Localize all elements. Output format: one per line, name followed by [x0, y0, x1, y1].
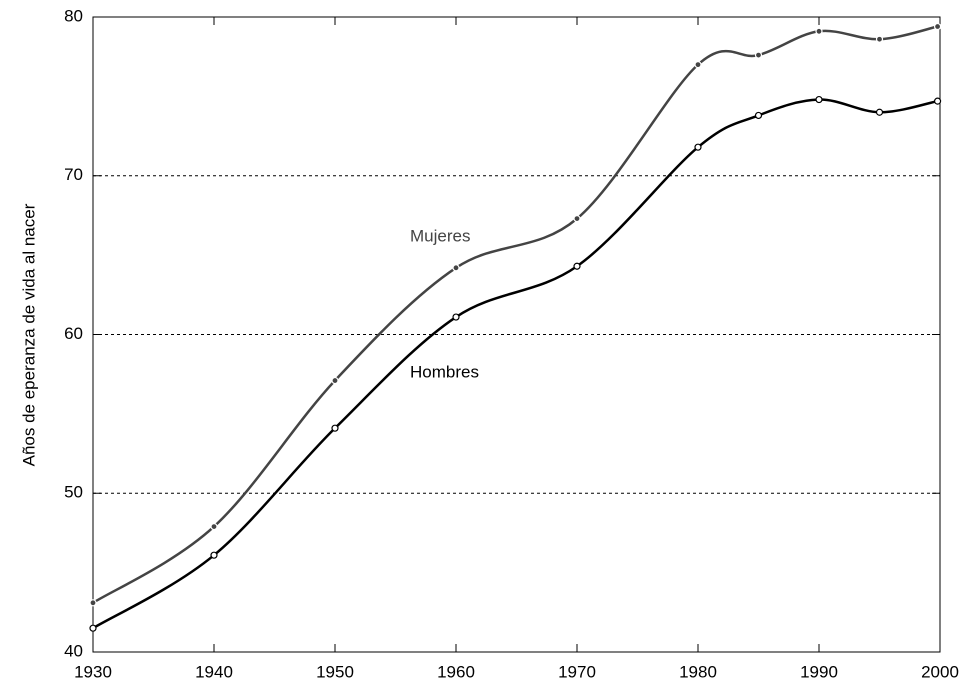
- y-tick-label: 80: [64, 6, 83, 25]
- x-tick-label: 1970: [558, 662, 596, 681]
- data-point: [452, 313, 460, 321]
- series-label: Hombres: [410, 362, 479, 381]
- data-point: [452, 264, 460, 272]
- data-point: [694, 143, 702, 151]
- data-point: [815, 95, 823, 104]
- y-tick-label: 50: [64, 483, 83, 502]
- y-tick-label: 70: [64, 165, 83, 184]
- data-point: [875, 35, 884, 43]
- x-tick-label: 1990: [800, 662, 838, 681]
- y-tick-label: 60: [64, 324, 83, 343]
- x-tick-label: 1950: [316, 662, 354, 681]
- data-point: [573, 215, 581, 223]
- data-point: [875, 108, 884, 116]
- series-label: Mujeres: [410, 226, 470, 245]
- data-point: [89, 624, 97, 632]
- data-point: [754, 51, 763, 59]
- data-point: [694, 61, 702, 69]
- data-point: [754, 111, 763, 120]
- data-point: [573, 262, 581, 270]
- data-point: [933, 97, 942, 105]
- plot-frame: [92, 16, 941, 653]
- data-point: [331, 376, 339, 385]
- x-tick-label: 2000: [921, 662, 959, 681]
- y-tick-label: 40: [64, 641, 83, 660]
- data-point: [210, 551, 218, 559]
- data-point: [331, 424, 339, 432]
- data-point: [933, 22, 942, 31]
- data-point: [815, 27, 823, 35]
- x-tick-label: 1940: [195, 662, 233, 681]
- series-line: [92, 98, 938, 630]
- x-tick-label: 1980: [679, 662, 717, 681]
- x-tick-label: 1960: [437, 662, 475, 681]
- data-point: [210, 522, 218, 531]
- series-line: [92, 25, 938, 604]
- y-axis-label: Años de eperanza de vida al nacer: [19, 203, 38, 466]
- x-tick-label: 1930: [74, 662, 112, 681]
- data-point: [89, 599, 97, 607]
